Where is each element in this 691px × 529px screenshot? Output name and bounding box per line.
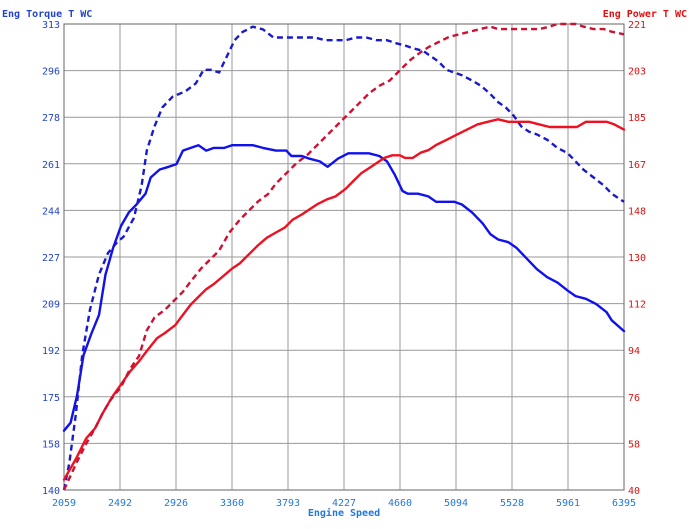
x-tick-label: 2059 bbox=[52, 498, 76, 509]
y-right-tick-label: 148 bbox=[628, 206, 646, 217]
y-left-tick-label: 244 bbox=[42, 206, 60, 217]
power-dashed-line bbox=[62, 22, 625, 491]
x-tick-label: 2492 bbox=[108, 498, 132, 509]
y-left-tick-label: 278 bbox=[42, 113, 60, 124]
x-axis-title: Engine Speed bbox=[308, 507, 380, 519]
x-tick-label: 4227 bbox=[332, 498, 356, 509]
torque-dashed-line bbox=[62, 25, 625, 491]
y-right-tick-label: 58 bbox=[628, 439, 640, 450]
torque-solid-line bbox=[62, 144, 626, 432]
x-tick-label: 2926 bbox=[164, 498, 188, 509]
y-right-tick-label: 94 bbox=[628, 346, 640, 357]
x-tick-label: 5961 bbox=[556, 498, 580, 509]
y-right-tick-label: 76 bbox=[628, 393, 640, 404]
y-right-axis-title: Eng Power T WC bbox=[603, 9, 687, 20]
y-right-tick-label: 221 bbox=[628, 20, 646, 31]
y-left-tick-label: 192 bbox=[42, 346, 60, 357]
y-left-tick-label: 227 bbox=[42, 253, 60, 264]
y-left-tick-label: 209 bbox=[42, 300, 60, 311]
x-tick-label: 5094 bbox=[444, 498, 468, 509]
y-left-tick-label: 296 bbox=[42, 67, 60, 78]
x-tick-label: 4660 bbox=[388, 498, 412, 509]
tick-labels: 2059 2492 2926 3360 3793 4227 4660 5094 5528 5961… bbox=[42, 20, 646, 509]
power-solid-line bbox=[62, 118, 626, 481]
y-right-tick-label: 112 bbox=[628, 300, 646, 311]
y-right-tick-label: 40 bbox=[628, 486, 640, 497]
x-tick-label: 3793 bbox=[276, 498, 300, 509]
y-right-tick-label: 203 bbox=[628, 67, 646, 78]
y-right-tick-label: 167 bbox=[628, 160, 646, 171]
x-tick-label: 5528 bbox=[500, 498, 524, 509]
series-layer bbox=[62, 22, 626, 491]
y-left-tick-label: 140 bbox=[42, 486, 60, 497]
plot-frame bbox=[63, 23, 625, 491]
y-right-tick-label: 185 bbox=[628, 113, 646, 124]
y-left-tick-label: 175 bbox=[42, 393, 60, 404]
y-right-tick-label: 130 bbox=[628, 253, 646, 264]
x-tick-label: 6395 bbox=[612, 498, 636, 509]
x-tick-label: 3360 bbox=[220, 498, 244, 509]
y-left-tick-label: 158 bbox=[42, 439, 60, 450]
y-left-tick-label: 261 bbox=[42, 160, 60, 171]
y-left-axis-title: Eng Torque T WC bbox=[2, 9, 92, 20]
y-left-tick-label: 313 bbox=[42, 20, 60, 31]
